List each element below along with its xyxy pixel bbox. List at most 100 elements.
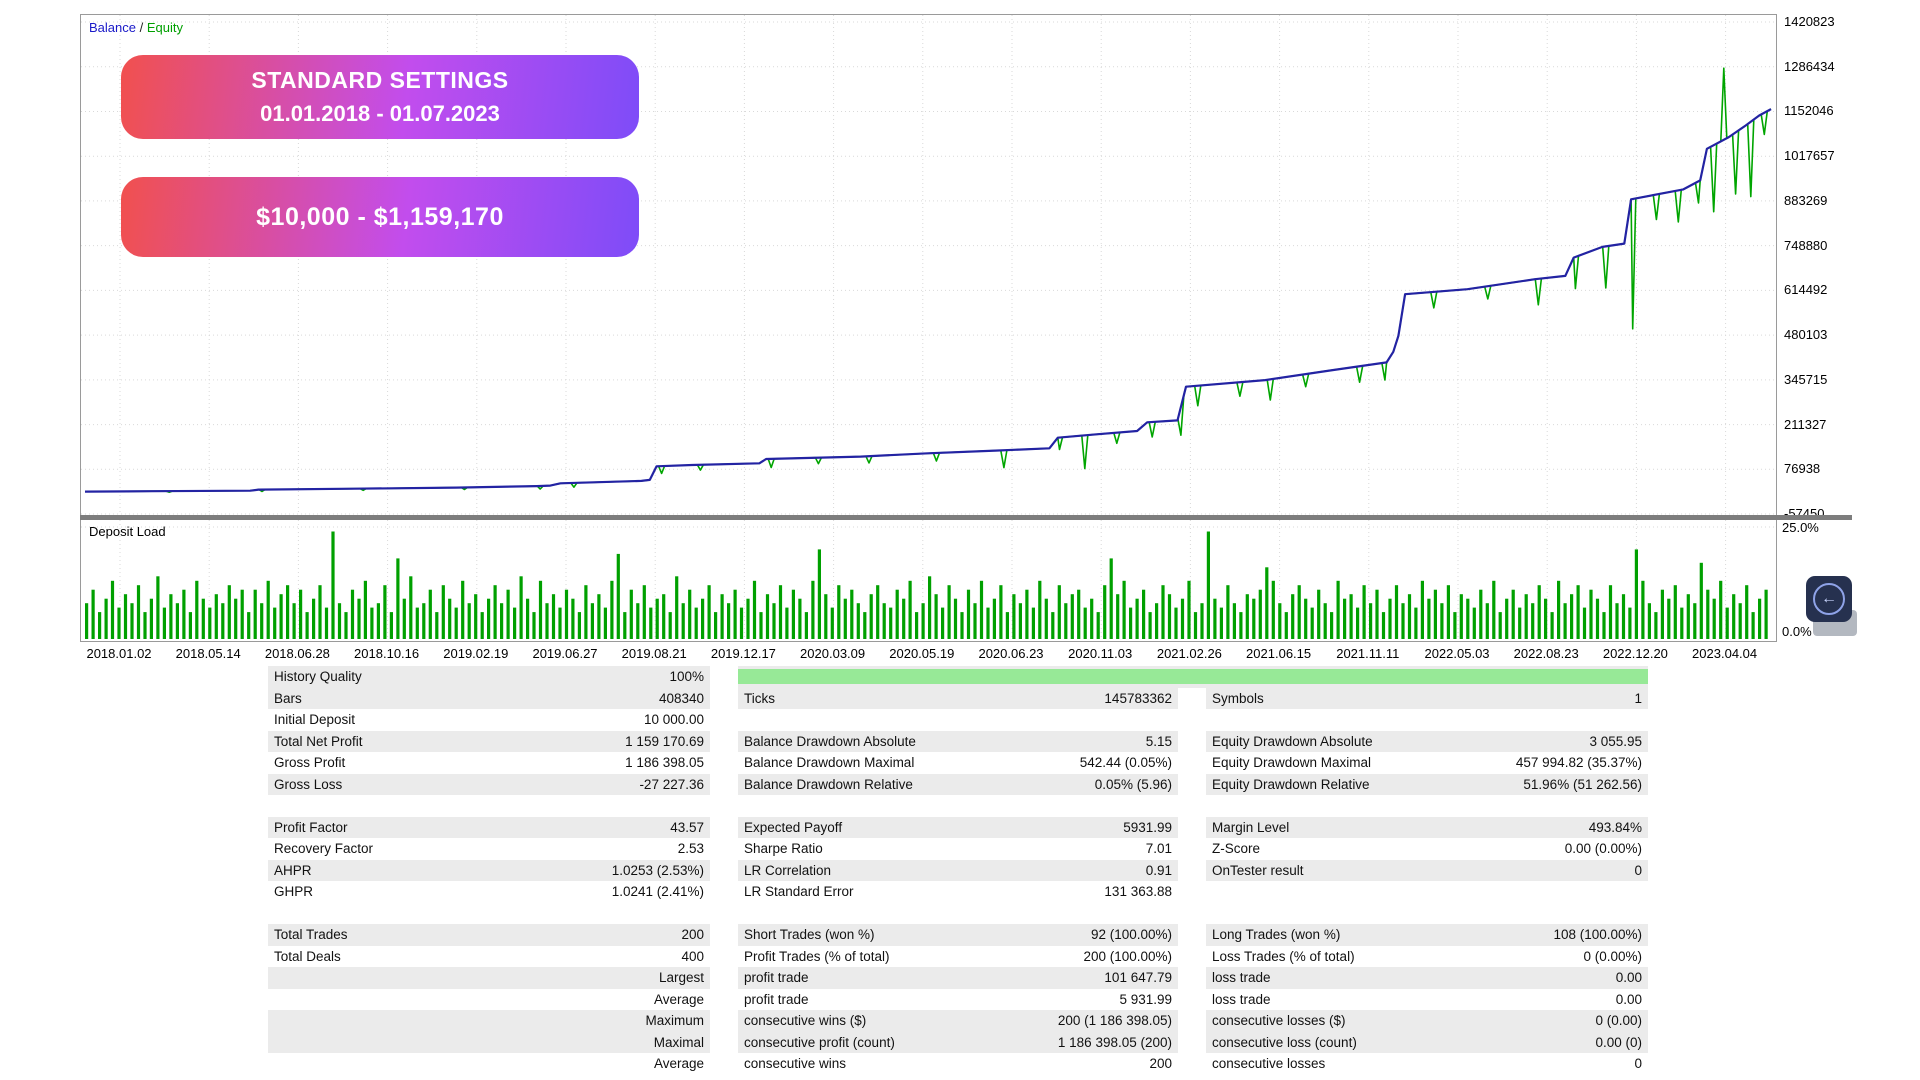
badge-title: STANDARD SETTINGS bbox=[251, 67, 508, 94]
x-axis-label: 2020.03.09 bbox=[800, 646, 865, 661]
y-axis-label: 748880 bbox=[1784, 239, 1827, 253]
legend-separator: / bbox=[136, 20, 147, 35]
x-axis-label: 2022.12.20 bbox=[1603, 646, 1668, 661]
stat-label: Long Trades (won %) bbox=[1212, 927, 1340, 942]
y-axis: 1420823128643411520461017657883269748880… bbox=[1782, 15, 1854, 523]
stat-value: 7.01 bbox=[1146, 841, 1172, 856]
settings-badge: STANDARD SETTINGS 01.01.2018 - 01.07.202… bbox=[121, 55, 639, 139]
x-axis-label: 2021.06.15 bbox=[1246, 646, 1311, 661]
stat-label: Initial Deposit bbox=[274, 712, 355, 727]
deposit-max-label: 25.0% bbox=[1782, 521, 1819, 535]
x-axis-label: 2020.05.19 bbox=[889, 646, 954, 661]
stat-label: Z-Score bbox=[1212, 841, 1260, 856]
stat-value: 108 (100.00%) bbox=[1553, 927, 1642, 942]
stats-row: Gross Profit1 186 398.05Balance Drawdown… bbox=[268, 752, 1648, 774]
stat-value: 5.15 bbox=[1146, 734, 1172, 749]
stat-label: consecutive profit (count) bbox=[744, 1035, 895, 1050]
stat-label: Total Trades bbox=[274, 927, 348, 942]
stat-label: Loss Trades (% of total) bbox=[1212, 949, 1355, 964]
x-axis: 2018.01.022018.05.142018.06.282018.10.16… bbox=[80, 646, 1810, 664]
x-axis-label: 2023.04.04 bbox=[1692, 646, 1757, 661]
x-axis-label: 2019.06.27 bbox=[532, 646, 597, 661]
legend-equity-label: Equity bbox=[147, 20, 183, 35]
x-axis-label: 2019.02.19 bbox=[443, 646, 508, 661]
back-button-body[interactable]: ← bbox=[1806, 576, 1852, 622]
left-arrow-icon: ← bbox=[1813, 583, 1845, 615]
x-axis-label: 2020.11.03 bbox=[1068, 646, 1132, 661]
deposit-load-pane: Deposit Load bbox=[81, 520, 1776, 641]
stat-value: 5 931.99 bbox=[1119, 992, 1172, 1007]
x-axis-label: 2022.08.23 bbox=[1514, 646, 1579, 661]
stat-value: 43.57 bbox=[670, 820, 704, 835]
x-axis-label: 2022.05.03 bbox=[1424, 646, 1489, 661]
stat-value: 3 055.95 bbox=[1589, 734, 1642, 749]
stat-value: 0 bbox=[1634, 863, 1642, 878]
stats-row bbox=[268, 903, 1648, 925]
stat-label: Total Deals bbox=[274, 949, 341, 964]
stat-value: Average bbox=[654, 1056, 704, 1071]
stat-label: Bars bbox=[274, 691, 302, 706]
stat-value: -27 227.36 bbox=[639, 777, 704, 792]
stat-label: Ticks bbox=[744, 691, 775, 706]
stat-label: Equity Drawdown Relative bbox=[1212, 777, 1370, 792]
deposit-load-title: Deposit Load bbox=[89, 524, 166, 539]
x-axis-label: 2018.10.16 bbox=[354, 646, 419, 661]
x-axis-label: 2019.12.17 bbox=[711, 646, 776, 661]
stat-label: Sharpe Ratio bbox=[744, 841, 823, 856]
stat-value: 2.53 bbox=[678, 841, 704, 856]
deposit-load-plot[interactable] bbox=[81, 520, 1776, 641]
stat-value: 493.84% bbox=[1589, 820, 1642, 835]
stats-row: Total Deals400Profit Trades (% of total)… bbox=[268, 946, 1648, 968]
stats-row: Profit Factor43.57Expected Payoff5931.99… bbox=[268, 817, 1648, 839]
chart-legend: Balance / Equity bbox=[89, 20, 183, 35]
stats-row: Maximal consecutive profit (count) 1 186 3… bbox=[268, 1032, 1648, 1054]
stat-value: 200 bbox=[681, 927, 704, 942]
x-axis-label: 2019.08.21 bbox=[622, 646, 687, 661]
y-axis-label: 1420823 bbox=[1784, 15, 1835, 29]
pane-separator bbox=[80, 515, 1852, 520]
stat-value: 92 (100.00%) bbox=[1091, 927, 1172, 942]
stat-value: Maximal bbox=[654, 1035, 704, 1050]
strategy-tester-report: Balance / Equity STANDARD SETTINGS 01.01… bbox=[0, 0, 1920, 1080]
stat-value: Average bbox=[654, 992, 704, 1007]
stat-value: 200 (1 186 398.05) bbox=[1058, 1013, 1172, 1028]
stat-label: loss trade bbox=[1212, 992, 1271, 1007]
stat-label: Equity Drawdown Absolute bbox=[1212, 734, 1373, 749]
stat-value: 1 159 170.69 bbox=[625, 734, 704, 749]
stats-row: Initial Deposit10 000.00 bbox=[268, 709, 1648, 731]
floating-back-button[interactable]: ← bbox=[1806, 576, 1858, 642]
stat-value: Largest bbox=[659, 970, 704, 985]
stat-value: 0.00 bbox=[1616, 992, 1642, 1007]
stats-row: History Quality100% bbox=[268, 666, 1648, 688]
stat-value: 0.00 (0.00%) bbox=[1565, 841, 1642, 856]
stat-label: Total Net Profit bbox=[274, 734, 363, 749]
legend-balance-label: Balance bbox=[89, 20, 136, 35]
stat-value: 1 186 398.05 (200) bbox=[1058, 1035, 1172, 1050]
stat-label: profit trade bbox=[744, 970, 809, 985]
stat-value: 5931.99 bbox=[1123, 820, 1172, 835]
stats-row: Averageconsecutive wins200consecutive lo… bbox=[268, 1053, 1648, 1075]
stat-label: Gross Profit bbox=[274, 755, 345, 770]
x-axis-label: 2020.06.23 bbox=[978, 646, 1043, 661]
y-axis-label: 1152046 bbox=[1784, 104, 1834, 118]
stat-value: 0.91 bbox=[1146, 863, 1172, 878]
stats-row: Total Trades200Short Trades (won %)92 (1… bbox=[268, 924, 1648, 946]
stat-label: Expected Payoff bbox=[744, 820, 842, 835]
stat-value: 51.96% (51 262.56) bbox=[1523, 777, 1642, 792]
stat-value: 100% bbox=[669, 669, 704, 684]
badge-date-range: 01.01.2018 - 01.07.2023 bbox=[260, 101, 500, 127]
stat-value: Maximum bbox=[645, 1013, 704, 1028]
stat-value: 0.05% (5.96) bbox=[1095, 777, 1172, 792]
y-axis-label: 345715 bbox=[1784, 373, 1827, 387]
stat-label: AHPR bbox=[274, 863, 312, 878]
stat-value: 131 363.88 bbox=[1104, 884, 1172, 899]
stat-label: Balance Drawdown Maximal bbox=[744, 755, 914, 770]
stats-row: Maximumconsecutive wins ($)200 (1 186 39… bbox=[268, 1010, 1648, 1032]
stats-row: Largestprofit trade101 647.79loss trade0… bbox=[268, 967, 1648, 989]
stat-value: 101 647.79 bbox=[1104, 970, 1172, 985]
stat-label: consecutive losses ($) bbox=[1212, 1013, 1346, 1028]
stats-row: Recovery Factor2.53Sharpe Ratio7.01Z-Sco… bbox=[268, 838, 1648, 860]
stat-label: Balance Drawdown Absolute bbox=[744, 734, 916, 749]
stat-value: 542.44 (0.05%) bbox=[1080, 755, 1172, 770]
stat-value: 1.0241 (2.41%) bbox=[612, 884, 704, 899]
